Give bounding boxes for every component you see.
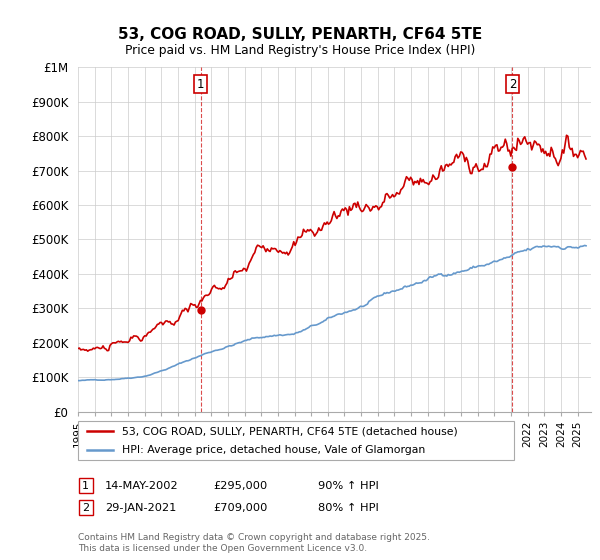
FancyBboxPatch shape bbox=[78, 421, 514, 460]
Text: 80% ↑ HPI: 80% ↑ HPI bbox=[318, 503, 379, 513]
Text: £295,000: £295,000 bbox=[213, 480, 267, 491]
Text: 53, COG ROAD, SULLY, PENARTH, CF64 5TE: 53, COG ROAD, SULLY, PENARTH, CF64 5TE bbox=[118, 27, 482, 42]
Text: £709,000: £709,000 bbox=[213, 503, 268, 513]
Text: Price paid vs. HM Land Registry's House Price Index (HPI): Price paid vs. HM Land Registry's House … bbox=[125, 44, 475, 57]
Text: 14-MAY-2002: 14-MAY-2002 bbox=[105, 480, 179, 491]
FancyBboxPatch shape bbox=[79, 501, 93, 515]
Text: 53, COG ROAD, SULLY, PENARTH, CF64 5TE (detached house): 53, COG ROAD, SULLY, PENARTH, CF64 5TE (… bbox=[122, 426, 458, 436]
Text: 1: 1 bbox=[197, 77, 205, 91]
FancyBboxPatch shape bbox=[79, 478, 93, 493]
Text: HPI: Average price, detached house, Vale of Glamorgan: HPI: Average price, detached house, Vale… bbox=[122, 445, 425, 455]
Text: 1: 1 bbox=[82, 480, 89, 491]
Text: 90% ↑ HPI: 90% ↑ HPI bbox=[318, 480, 379, 491]
Text: 29-JAN-2021: 29-JAN-2021 bbox=[105, 503, 176, 513]
Text: 2: 2 bbox=[82, 503, 89, 513]
Text: Contains HM Land Registry data © Crown copyright and database right 2025.
This d: Contains HM Land Registry data © Crown c… bbox=[78, 533, 430, 553]
Text: 2: 2 bbox=[509, 77, 516, 91]
